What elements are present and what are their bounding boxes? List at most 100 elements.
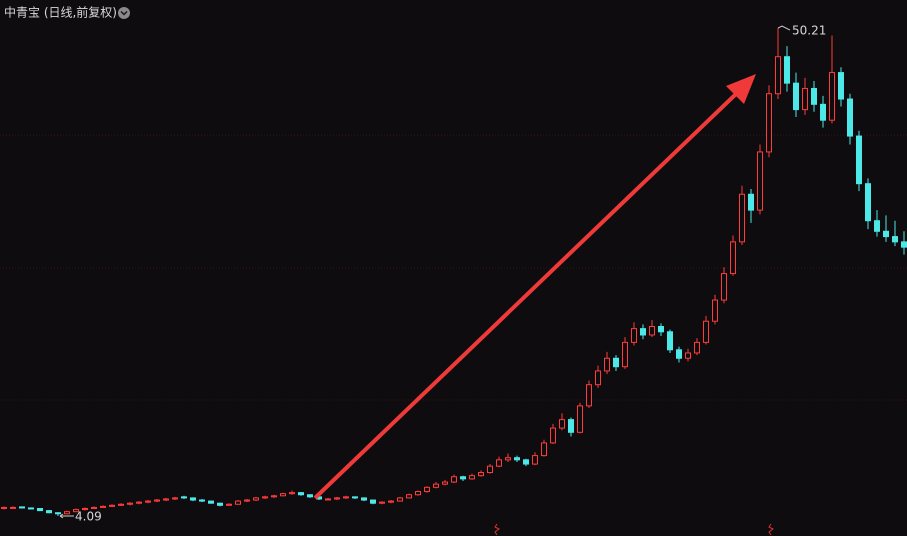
candle-body [640, 328, 646, 336]
candle-body [442, 481, 448, 485]
low-label: 4.09 [75, 510, 102, 524]
candle-body [505, 457, 511, 461]
candle-body [901, 241, 907, 248]
candle-body [226, 503, 232, 506]
candle-body [118, 503, 124, 506]
arrow-shaft [313, 91, 739, 500]
candle-body [244, 499, 250, 502]
candle-body [604, 357, 610, 372]
candle-body [748, 193, 754, 211]
label-pointer [777, 25, 791, 31]
candle-body [802, 87, 808, 111]
candle-body [451, 476, 457, 483]
candle-body [622, 341, 628, 368]
candle-body [586, 384, 592, 407]
candle-body [712, 299, 718, 322]
candle-body [109, 504, 115, 507]
candle-body [514, 457, 520, 461]
candle-body [100, 505, 106, 508]
candle-body [361, 497, 367, 501]
candle-body [334, 497, 340, 500]
candle-body [559, 419, 565, 429]
candle-body [730, 241, 736, 275]
candle-body [1, 506, 7, 509]
candle-body [676, 349, 682, 359]
candle-body [460, 476, 466, 480]
marker [494, 523, 500, 536]
candle-body [523, 459, 529, 465]
candle-body [64, 511, 70, 515]
candle-body [487, 465, 493, 474]
dropdown-icon[interactable] [118, 7, 130, 19]
candle-body [154, 499, 160, 502]
candle-body [199, 499, 205, 502]
candle-body [145, 500, 151, 503]
candle-body [658, 326, 664, 333]
candle-body [172, 497, 178, 500]
candle-body [766, 93, 772, 153]
candle-body [37, 507, 43, 512]
candle-body [73, 509, 79, 513]
trend-arrow [313, 74, 756, 500]
candle-body [190, 497, 196, 501]
candle-body [820, 103, 826, 121]
candle-body [595, 370, 601, 386]
candle-body [703, 320, 709, 343]
candle-body [775, 56, 781, 95]
candle-body [271, 495, 277, 498]
candle-body [478, 472, 484, 477]
candle-body [856, 135, 862, 185]
candle-body [532, 455, 538, 465]
candle-body [424, 486, 430, 493]
candle-body [406, 494, 412, 499]
candle-body [739, 193, 745, 243]
candle-body [577, 405, 583, 433]
candle-body [541, 442, 547, 457]
candle-body [55, 512, 61, 515]
candle-body [325, 498, 331, 501]
candle-body [469, 475, 475, 480]
candle-body [631, 328, 637, 343]
candle-body [829, 72, 835, 121]
candle-body [811, 87, 817, 105]
candle-body [433, 483, 439, 488]
candle-body [343, 496, 349, 499]
candle-body [298, 492, 304, 496]
candle-body [721, 273, 727, 301]
candle-body [847, 98, 853, 137]
candle-body [883, 230, 889, 238]
label-pointer [59, 513, 74, 519]
candle-body [397, 497, 403, 502]
dropdown-chevron [120, 10, 128, 16]
candle-body [379, 501, 385, 504]
chart-title: 中青宝 (日线,前复权) [4, 5, 117, 20]
candle-body [253, 497, 259, 501]
candle-body [19, 506, 25, 509]
candle-body [649, 326, 655, 336]
candle-body [874, 220, 880, 232]
candle-body [208, 500, 214, 504]
candle-body [865, 183, 871, 222]
candle-body [370, 499, 376, 504]
candle-body [163, 498, 169, 501]
candle-body [82, 507, 88, 511]
candle-body [28, 507, 34, 510]
dropdown-button[interactable] [118, 7, 130, 19]
candle-body [127, 502, 133, 505]
candle-body [613, 357, 619, 368]
candle-body [415, 491, 421, 496]
arrow-head [726, 74, 756, 104]
candle-body [694, 341, 700, 354]
candle-body [838, 72, 844, 100]
candle-body [784, 56, 790, 84]
candle-body [262, 496, 268, 499]
marker [768, 523, 774, 536]
high-label: 50.21 [792, 24, 826, 38]
candle-body [685, 352, 691, 359]
candle-body [217, 502, 223, 506]
candle-body [10, 506, 16, 509]
candle-body [136, 501, 142, 504]
candle-body [793, 82, 799, 111]
candle-body [46, 510, 52, 514]
